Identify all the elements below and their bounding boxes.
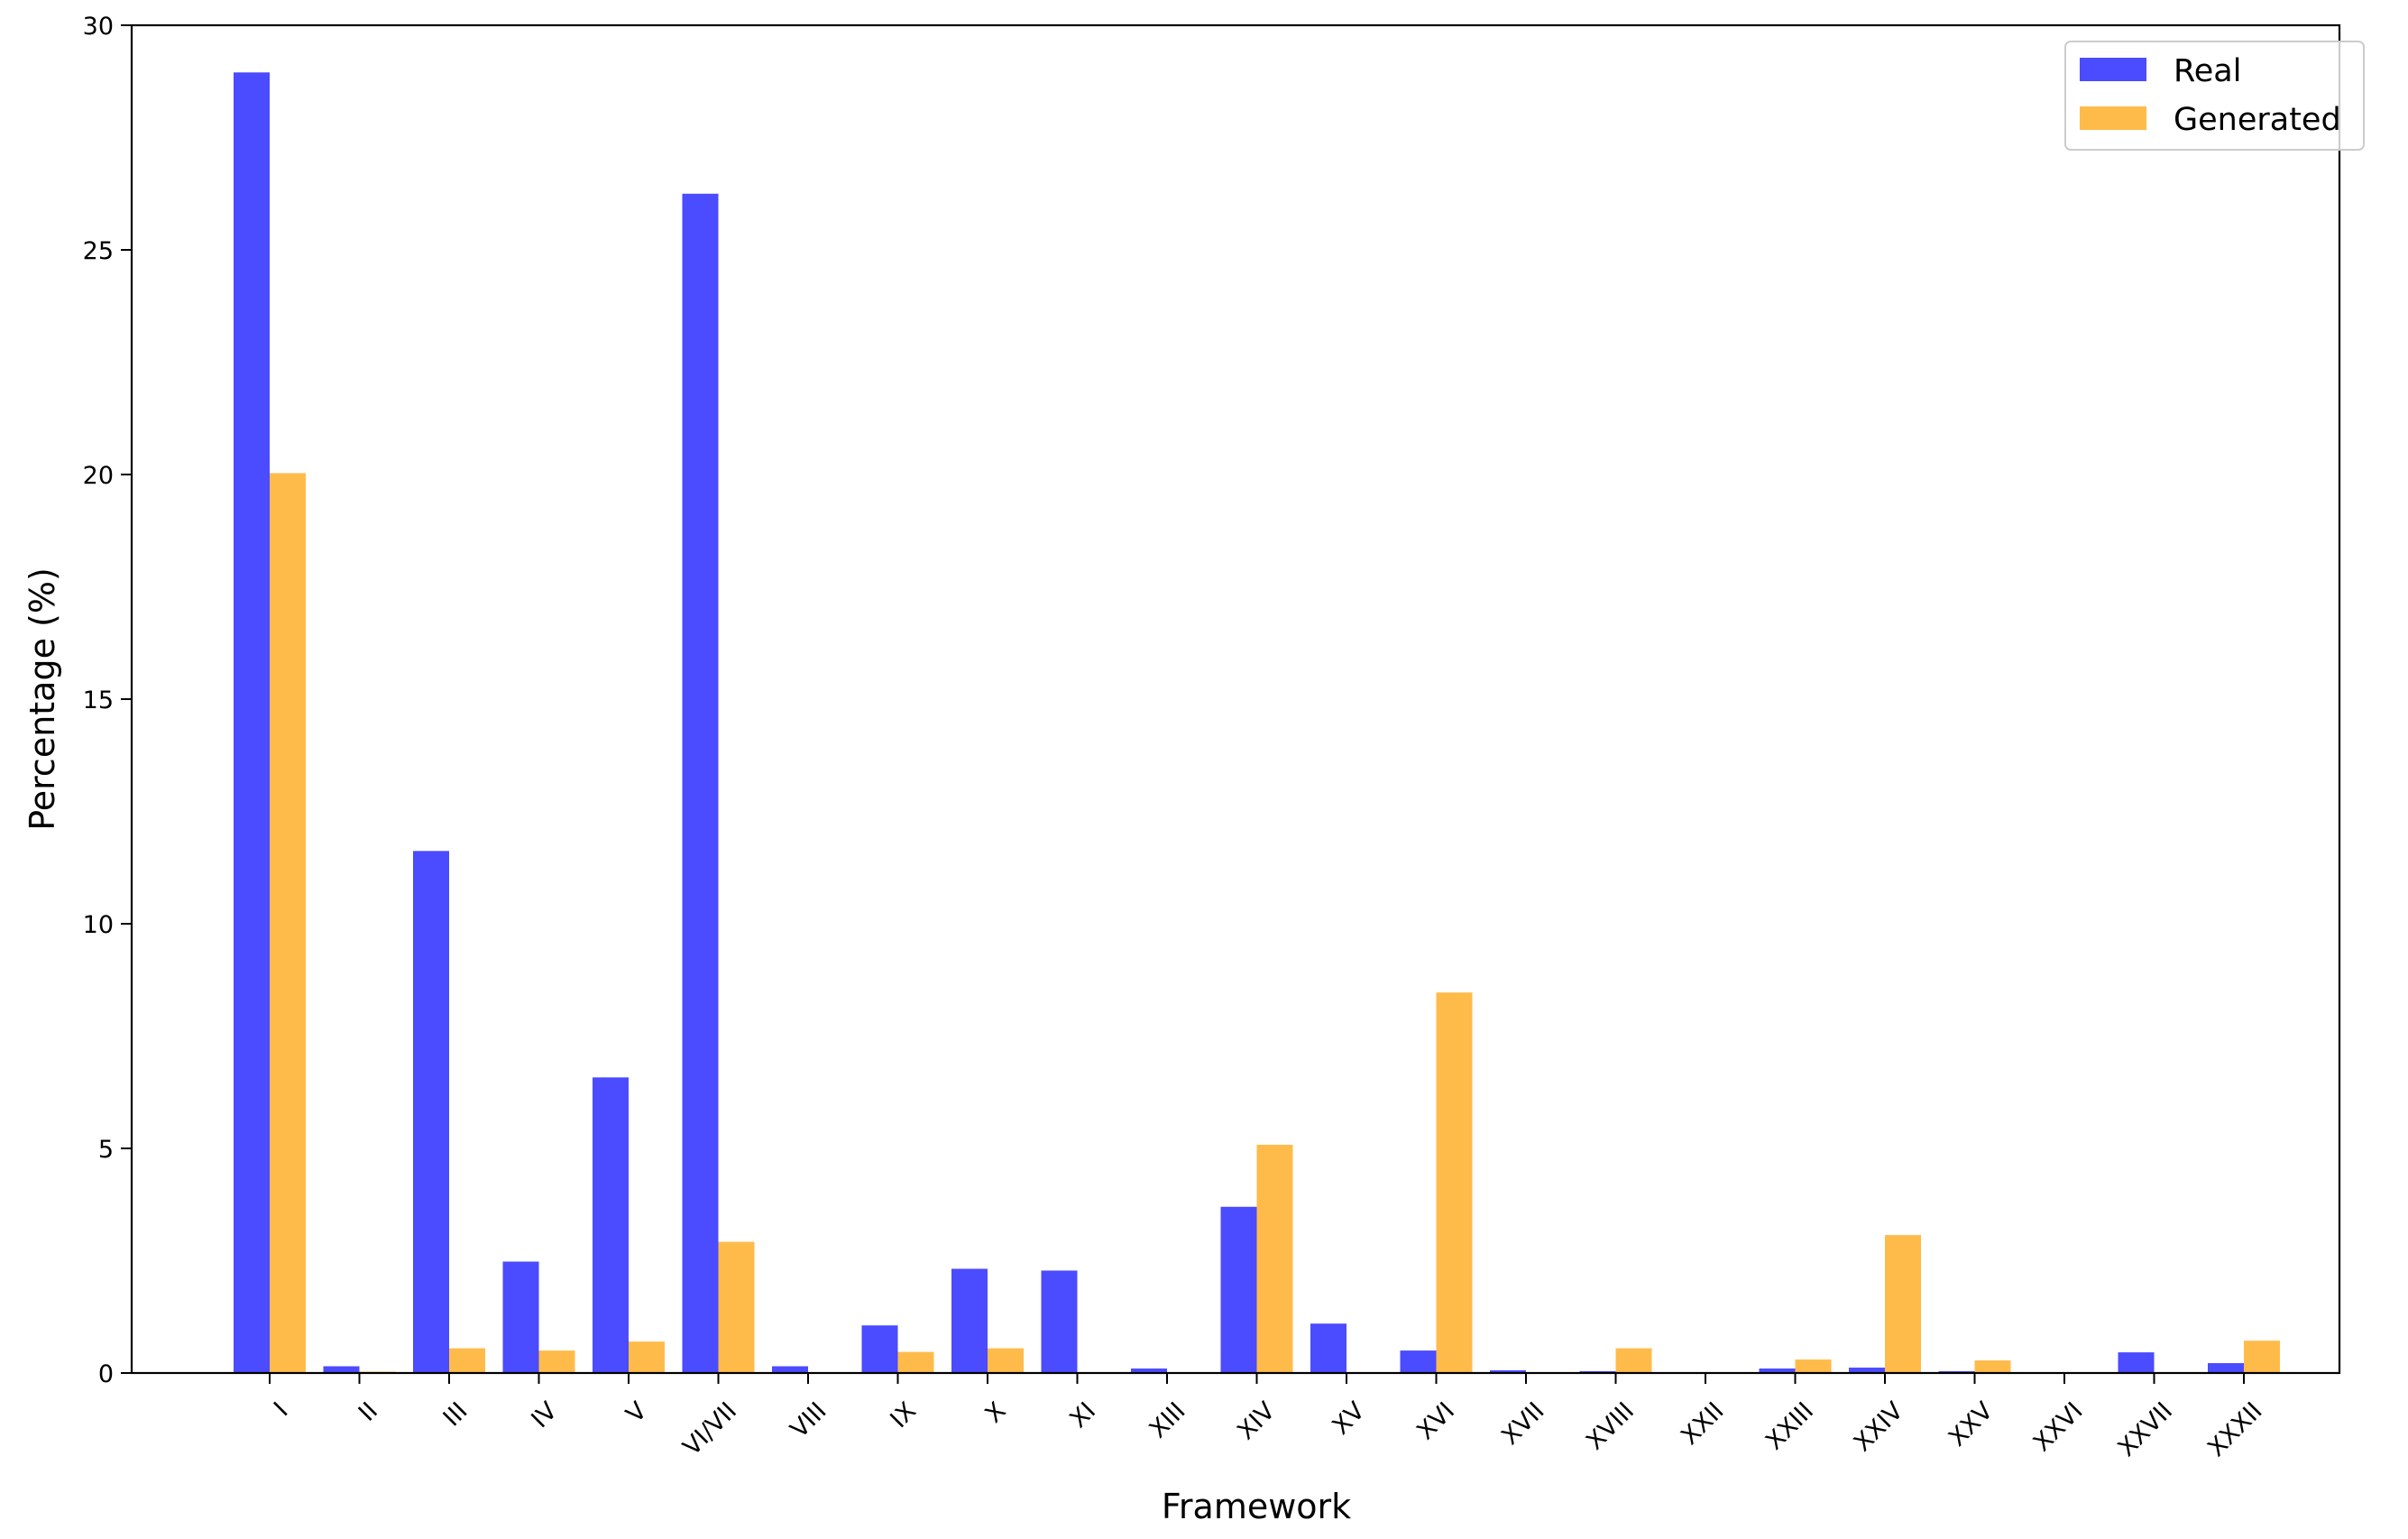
- bar-generated-v: [629, 1341, 665, 1373]
- bar-real-x: [951, 1268, 988, 1373]
- bar-generated-vi-vii: [718, 1241, 755, 1373]
- bar-generated-xvi: [1436, 992, 1473, 1373]
- y-tick-label: 0: [98, 1360, 114, 1388]
- bar-generated-x: [988, 1348, 1024, 1373]
- bar-generated-xviii: [1615, 1348, 1652, 1373]
- bar-real-iv: [502, 1261, 539, 1373]
- plot-frame: [130, 23, 2341, 1375]
- legend-swatch-generated: [2080, 106, 2146, 130]
- bar-generated-i: [270, 473, 306, 1373]
- bar-real-ix: [861, 1325, 898, 1373]
- y-tick-label: 25: [83, 237, 114, 265]
- legend-label-real: Real: [2174, 53, 2241, 89]
- legend-swatch-real: [2080, 58, 2146, 81]
- bar-real-xvi: [1400, 1350, 1437, 1373]
- bar-real-xxiii: [1759, 1369, 1796, 1373]
- bar-real-ii: [323, 1366, 360, 1373]
- bar-generated-iv: [538, 1350, 575, 1373]
- bar-real-xiii: [1131, 1369, 1167, 1373]
- bar-real-xv: [1310, 1323, 1346, 1373]
- bar-real-viii: [772, 1366, 808, 1373]
- bar-real-vi-vii: [682, 193, 719, 1373]
- bar-real-iii: [413, 851, 449, 1373]
- y-tick-label: 20: [83, 462, 114, 490]
- y-tick-label: 10: [83, 911, 114, 939]
- y-tick-label: 5: [98, 1136, 114, 1164]
- bar-generated-xiv: [1256, 1145, 1293, 1373]
- bar-generated-xxiv: [1885, 1235, 1921, 1373]
- bar-real-v: [593, 1077, 629, 1373]
- y-axis: 0 5 10 15 20 25 30: [83, 13, 132, 1388]
- x-axis-label: Framework: [1162, 1487, 1351, 1526]
- bars-group: [234, 72, 2280, 1373]
- bar-generated-xxxii: [2244, 1341, 2280, 1373]
- bar-real-xxvii: [2118, 1352, 2155, 1373]
- legend-label-generated: Generated: [2174, 102, 2341, 138]
- bar-generated-xxiii: [1795, 1359, 1832, 1373]
- bar-real-xiv: [1220, 1206, 1257, 1373]
- y-tick-label: 30: [83, 13, 114, 41]
- bar-generated-ix: [897, 1351, 934, 1373]
- bar-generated-iii: [449, 1348, 485, 1373]
- bar-real-xi: [1041, 1270, 1078, 1373]
- legend: Real Generated: [2064, 41, 2365, 151]
- y-axis-label: Percentage (%): [23, 567, 62, 831]
- bar-generated-xxv: [1974, 1360, 2011, 1373]
- bar-real-xvii: [1490, 1370, 1526, 1373]
- bar-real-i: [234, 72, 270, 1373]
- y-tick-label: 15: [83, 687, 114, 714]
- bar-real-xxiv: [1849, 1368, 1885, 1373]
- bar-real-xxxii: [2208, 1363, 2244, 1373]
